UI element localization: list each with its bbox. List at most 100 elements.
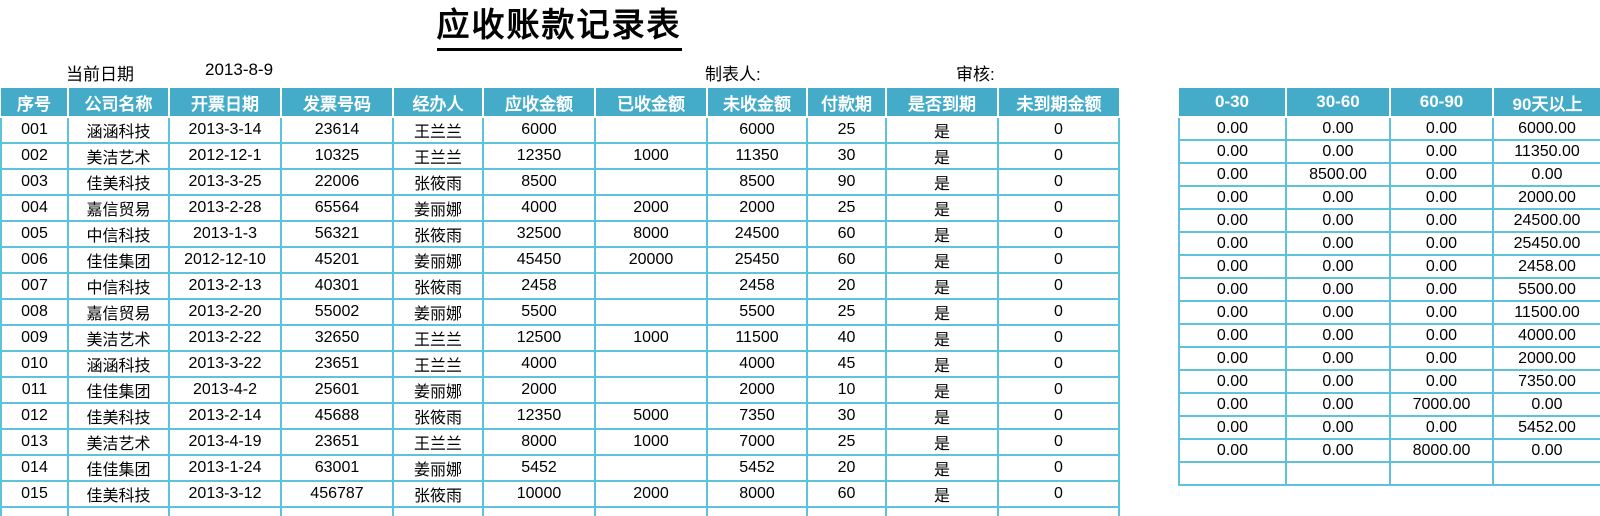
table-cell[interactable]: 0.00 [1178, 277, 1287, 302]
table-cell[interactable]: 001 [0, 116, 69, 144]
table-cell[interactable]: 佳美科技 [67, 480, 170, 508]
table-cell[interactable]: 0.00 [1178, 254, 1287, 279]
table-cell[interactable]: 0.00 [1285, 300, 1391, 325]
table-cell[interactable]: 005 [0, 220, 69, 248]
table-cell[interactable]: 0.00 [1178, 415, 1287, 440]
table-cell[interactable]: 24500.00 [1492, 208, 1600, 233]
table-cell[interactable]: 0.00 [1178, 185, 1287, 210]
table-cell[interactable]: 王兰兰 [392, 350, 484, 378]
table-cell[interactable]: 0.00 [1389, 254, 1494, 279]
table-cell[interactable] [1389, 461, 1494, 486]
table-cell[interactable]: 23651 [280, 428, 394, 456]
table-cell[interactable]: 30 [806, 402, 887, 430]
table-cell[interactable]: 8000 [482, 428, 596, 456]
table-cell[interactable] [594, 506, 708, 516]
table-cell[interactable]: 0 [997, 350, 1120, 378]
table-cell[interactable]: 456787 [280, 480, 394, 508]
table-cell[interactable]: 25 [806, 298, 887, 326]
table-cell[interactable]: 25 [806, 194, 887, 222]
table-cell[interactable]: 8500 [482, 168, 596, 196]
table-cell[interactable]: 0.00 [1285, 323, 1391, 348]
table-cell[interactable]: 是 [885, 168, 999, 196]
table-cell[interactable]: 0.00 [1285, 346, 1391, 371]
table-cell[interactable]: 6000 [706, 116, 808, 144]
table-cell[interactable] [0, 506, 69, 516]
table-cell[interactable]: 王兰兰 [392, 116, 484, 144]
table-cell[interactable]: 王兰兰 [392, 142, 484, 170]
table-cell[interactable]: 0.00 [1178, 116, 1287, 141]
table-cell[interactable]: 5500 [482, 298, 596, 326]
table-cell[interactable]: 10 [806, 376, 887, 404]
table-cell[interactable]: 0.00 [1389, 277, 1494, 302]
table-cell[interactable]: 0.00 [1285, 438, 1391, 463]
table-cell[interactable] [706, 506, 808, 516]
table-cell[interactable]: 0.00 [1285, 208, 1391, 233]
table-cell[interactable]: 63001 [280, 454, 394, 482]
table-cell[interactable]: 0.00 [1285, 254, 1391, 279]
table-cell[interactable]: 2458 [482, 272, 596, 300]
table-cell[interactable]: 张筱雨 [392, 220, 484, 248]
table-cell[interactable]: 张筱雨 [392, 402, 484, 430]
table-cell[interactable]: 2012-12-10 [168, 246, 282, 274]
table-cell[interactable] [1492, 461, 1600, 486]
table-cell[interactable]: 姜丽娜 [392, 376, 484, 404]
table-cell[interactable]: 0 [997, 168, 1120, 196]
table-cell[interactable]: 是 [885, 454, 999, 482]
table-cell[interactable]: 美洁艺术 [67, 324, 170, 352]
table-cell[interactable]: 8000.00 [1389, 438, 1494, 463]
table-cell[interactable] [594, 454, 708, 482]
table-cell[interactable]: 5500 [706, 298, 808, 326]
table-cell[interactable]: 007 [0, 272, 69, 300]
table-cell[interactable]: 嘉信贸易 [67, 194, 170, 222]
table-cell[interactable]: 23651 [280, 350, 394, 378]
table-cell[interactable]: 2013-1-3 [168, 220, 282, 248]
table-cell[interactable]: 4000 [482, 194, 596, 222]
table-cell[interactable] [280, 506, 394, 516]
column-header[interactable]: 未收金额 [707, 88, 808, 118]
table-cell[interactable]: 姜丽娜 [392, 454, 484, 482]
table-cell[interactable]: 0.00 [1178, 369, 1287, 394]
table-cell[interactable]: 0.00 [1178, 162, 1287, 187]
table-cell[interactable]: 0.00 [1178, 300, 1287, 325]
table-cell[interactable]: 0 [997, 194, 1120, 222]
table-cell[interactable]: 2013-2-20 [168, 298, 282, 326]
table-cell[interactable]: 5452 [482, 454, 596, 482]
table-cell[interactable]: 6000 [482, 116, 596, 144]
table-cell[interactable]: 65564 [280, 194, 394, 222]
column-header[interactable]: 经办人 [393, 88, 484, 118]
table-cell[interactable]: 24500 [706, 220, 808, 248]
column-header[interactable]: 0-30 [1179, 88, 1287, 118]
table-cell[interactable]: 2000.00 [1492, 185, 1600, 210]
table-cell[interactable]: 0 [997, 220, 1120, 248]
table-cell[interactable]: 0.00 [1389, 162, 1494, 187]
table-cell[interactable] [594, 376, 708, 404]
table-cell[interactable]: 7000 [706, 428, 808, 456]
table-cell[interactable]: 美洁艺术 [67, 428, 170, 456]
column-header[interactable]: 30-60 [1286, 88, 1391, 118]
table-cell[interactable]: 4000 [482, 350, 596, 378]
table-cell[interactable]: 0.00 [1389, 231, 1494, 256]
table-cell[interactable]: 2000 [594, 480, 708, 508]
table-cell[interactable] [885, 506, 999, 516]
table-cell[interactable]: 0.00 [1285, 369, 1391, 394]
table-cell[interactable]: 1000 [594, 428, 708, 456]
table-cell[interactable]: 5000 [594, 402, 708, 430]
table-cell[interactable]: 是 [885, 480, 999, 508]
table-cell[interactable]: 0 [997, 272, 1120, 300]
table-cell[interactable] [67, 506, 170, 516]
table-cell[interactable]: 0.00 [1178, 208, 1287, 233]
table-cell[interactable] [168, 506, 282, 516]
table-cell[interactable] [594, 272, 708, 300]
table-cell[interactable]: 0 [997, 428, 1120, 456]
table-cell[interactable]: 2013-3-22 [168, 350, 282, 378]
table-cell[interactable]: 0.00 [1492, 392, 1600, 417]
table-cell[interactable]: 是 [885, 142, 999, 170]
table-cell[interactable]: 8000 [706, 480, 808, 508]
table-cell[interactable]: 45 [806, 350, 887, 378]
table-cell[interactable]: 2013-4-19 [168, 428, 282, 456]
column-header[interactable]: 应收金额 [483, 88, 596, 118]
table-cell[interactable]: 45201 [280, 246, 394, 274]
column-header[interactable]: 发票号码 [281, 88, 394, 118]
table-cell[interactable]: 0.00 [1178, 231, 1287, 256]
column-header[interactable]: 未到期金额 [998, 88, 1119, 118]
